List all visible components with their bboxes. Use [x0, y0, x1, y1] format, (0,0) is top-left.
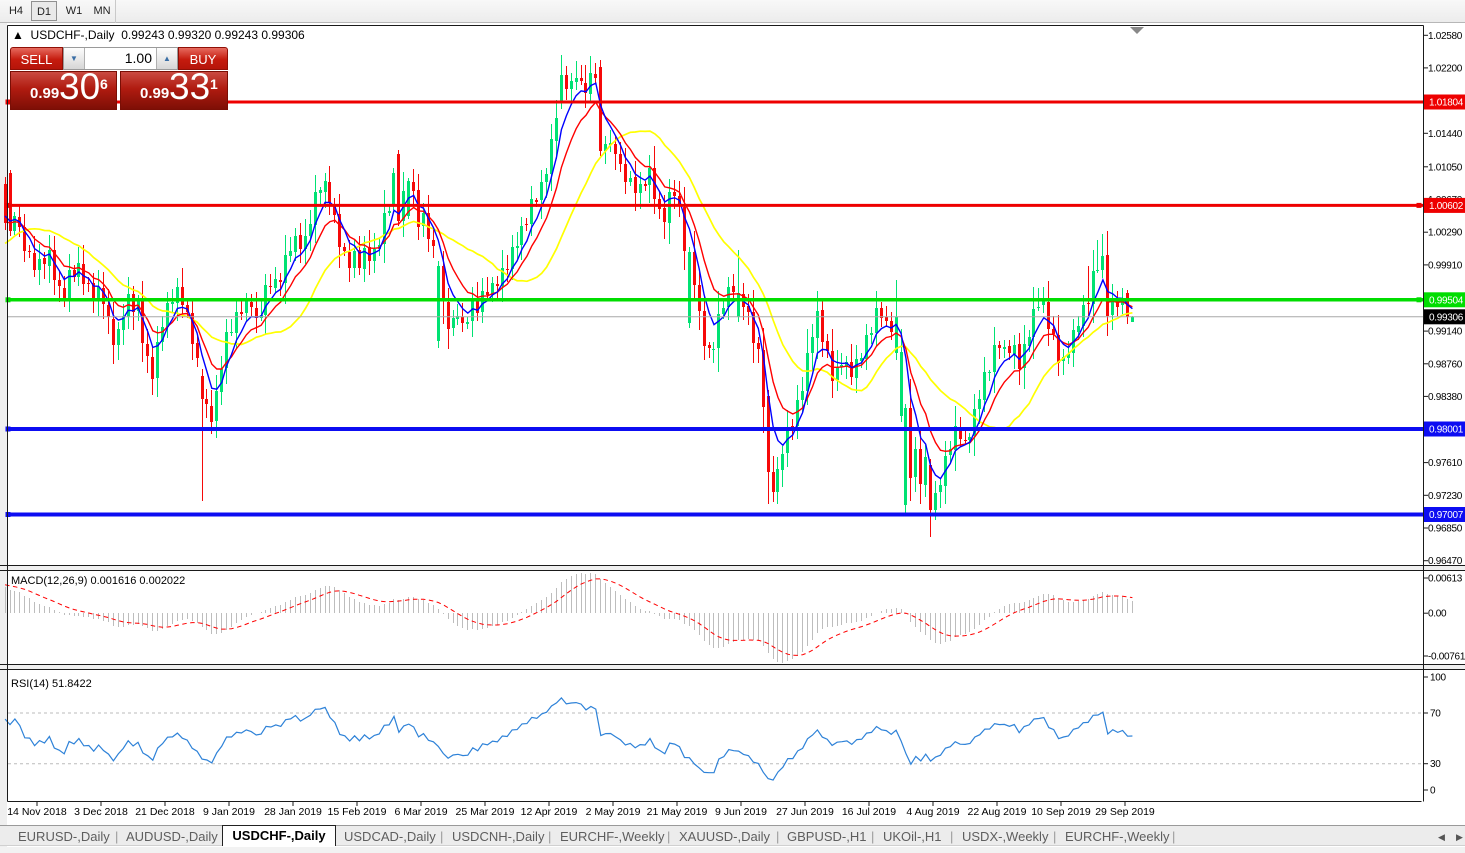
- svg-text:21 Dec 2018: 21 Dec 2018: [135, 806, 195, 818]
- svg-text:0.98760: 0.98760: [1428, 359, 1463, 370]
- svg-text:4 Aug 2019: 4 Aug 2019: [906, 806, 959, 818]
- svg-text:0.99140: 0.99140: [1428, 327, 1463, 338]
- svg-text:0.00: 0.00: [1428, 609, 1447, 620]
- svg-text:29 Sep 2019: 29 Sep 2019: [1095, 806, 1155, 818]
- svg-text:6 Mar 2019: 6 Mar 2019: [394, 806, 447, 818]
- svg-text:3 Dec 2018: 3 Dec 2018: [74, 806, 128, 818]
- svg-text:1.01050: 1.01050: [1428, 162, 1463, 173]
- svg-text:12 Apr 2019: 12 Apr 2019: [521, 806, 578, 818]
- svg-text:25 Mar 2019: 25 Mar 2019: [456, 806, 515, 818]
- svg-text:0.97610: 0.97610: [1428, 458, 1463, 469]
- svg-text:9 Jun 2019: 9 Jun 2019: [715, 806, 767, 818]
- svg-text:0.99306: 0.99306: [1429, 312, 1464, 323]
- svg-text:-0.007612: -0.007612: [1428, 652, 1465, 663]
- svg-text:28 Jan 2019: 28 Jan 2019: [264, 806, 322, 818]
- svg-text:0.96850: 0.96850: [1428, 524, 1463, 535]
- svg-text:0.97230: 0.97230: [1428, 491, 1463, 502]
- svg-text:30: 30: [1430, 759, 1441, 770]
- svg-text:▲ USDCHF-,Daily 0.99243 0.99: ▲ USDCHF-,Daily 0.99243 0.99320 0.99243 …: [12, 28, 305, 42]
- svg-text:27 Jun 2019: 27 Jun 2019: [776, 806, 834, 818]
- svg-text:70: 70: [1430, 709, 1441, 720]
- svg-text:0.98380: 0.98380: [1428, 392, 1463, 403]
- svg-text:1.02580: 1.02580: [1428, 31, 1463, 42]
- svg-text:0.99504: 0.99504: [1429, 295, 1464, 306]
- svg-text:0.96470: 0.96470: [1428, 556, 1463, 567]
- svg-text:0: 0: [1430, 786, 1436, 797]
- svg-text:2 May 2019: 2 May 2019: [586, 806, 641, 818]
- svg-text:1.01804: 1.01804: [1429, 98, 1464, 109]
- svg-text:1.01440: 1.01440: [1428, 129, 1463, 140]
- svg-text:9 Jan 2019: 9 Jan 2019: [203, 806, 255, 818]
- svg-text:10 Sep 2019: 10 Sep 2019: [1031, 806, 1091, 818]
- svg-text:MACD(12,26,9) 0.001616 0.00202: MACD(12,26,9) 0.001616 0.002022: [11, 575, 185, 587]
- svg-text:21 May 2019: 21 May 2019: [647, 806, 708, 818]
- svg-text:14 Nov 2018: 14 Nov 2018: [7, 806, 67, 818]
- svg-text:1.02200: 1.02200: [1428, 63, 1463, 74]
- svg-text:100: 100: [1430, 673, 1447, 684]
- svg-text:15 Feb 2019: 15 Feb 2019: [328, 806, 387, 818]
- svg-text:1.00290: 1.00290: [1428, 228, 1463, 239]
- svg-text:16 Jul 2019: 16 Jul 2019: [842, 806, 896, 818]
- svg-text:RSI(14) 51.8422: RSI(14) 51.8422: [11, 678, 92, 690]
- svg-text:0.98001: 0.98001: [1429, 425, 1464, 436]
- svg-text:0.00613: 0.00613: [1428, 574, 1463, 585]
- svg-text:22 Aug 2019: 22 Aug 2019: [968, 806, 1027, 818]
- svg-text:0.97007: 0.97007: [1429, 510, 1464, 521]
- svg-text:0.99910: 0.99910: [1428, 260, 1463, 271]
- svg-text:1.00602: 1.00602: [1429, 201, 1464, 212]
